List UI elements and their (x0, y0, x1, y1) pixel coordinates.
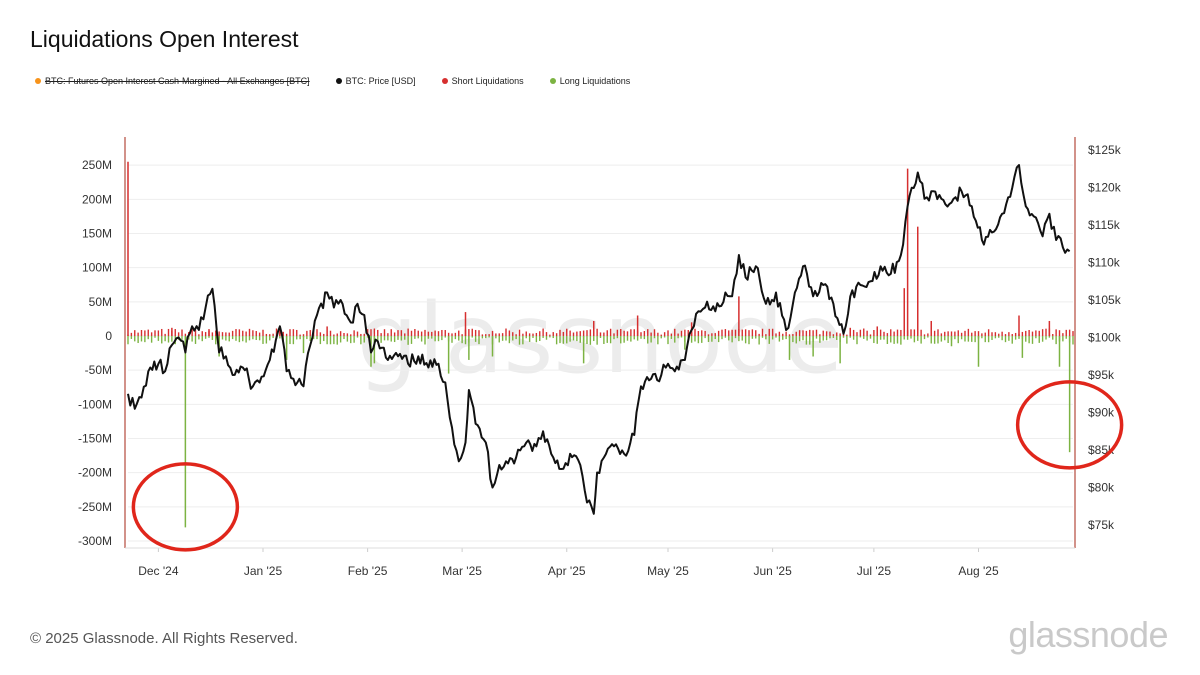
y-left-tick-label: -50M (85, 363, 112, 377)
y-right-tick-label: $105k (1088, 293, 1122, 307)
y-left-tick-label: 100M (82, 261, 112, 275)
x-tick-label: Aug '25 (958, 564, 999, 578)
liquidation-bars (127, 161, 1074, 528)
legend-label: Long Liquidations (559, 76, 631, 86)
y-right-tick-label: $100k (1088, 331, 1122, 345)
x-tick-label: Jan '25 (244, 564, 283, 578)
price-line (127, 164, 1071, 515)
y-left-tick-label: -300M (78, 534, 112, 548)
legend-item-short-liquidations[interactable]: Short Liquidations (441, 76, 524, 86)
page-title: Liquidations Open Interest (30, 26, 299, 52)
legend-label: BTC: Price [USD] (345, 76, 416, 86)
annotation-layer (131, 380, 1124, 552)
y-left-tick-label: 150M (82, 227, 112, 241)
watermark-text: glassnode (357, 283, 843, 395)
x-tick-label: Jun '25 (753, 564, 792, 578)
x-tick-label: Dec '24 (138, 564, 179, 578)
y-right-tick-label: $110k (1088, 256, 1121, 270)
y-right-tick-label: $120k (1088, 181, 1122, 195)
y-right-tick-label: $115k (1088, 218, 1121, 232)
y-left-tick-label: -150M (78, 432, 112, 446)
annotation-circle (131, 462, 240, 552)
price-line-layer (127, 164, 1071, 515)
x-tick-label: Apr '25 (548, 564, 586, 578)
y-right-tick-label: $80k (1088, 481, 1115, 495)
legend-label: Short Liquidations (451, 76, 524, 86)
y-left-tick-label: 0 (105, 329, 112, 343)
chart-axes: 250M 200M 150M 100M 50M 0 -50M -100M -150M -200M -… (78, 137, 1122, 578)
legend-dot-icon (549, 78, 556, 84)
annotation-circle (1015, 380, 1124, 470)
y-right-tick-label: $75k (1088, 518, 1115, 532)
y-left-tick-label: 200M (82, 192, 112, 206)
legend-item-price[interactable]: BTC: Price [USD] (335, 76, 416, 86)
copyright-footer: © 2025 Glassnode. All Rights Reserved. (30, 630, 298, 647)
y-left-tick-label: 250M (82, 158, 112, 172)
legend: BTC: Futures Open Interest Cash-Margined… (35, 76, 656, 86)
legend-item-long-liquidations[interactable]: Long Liquidations (549, 76, 631, 86)
brand-logo: glassnode (1008, 614, 1168, 655)
legend-dot-icon (441, 78, 448, 84)
y-left-tick-label: -200M (78, 466, 112, 480)
y-right-tick-label: $125k (1088, 143, 1122, 157)
x-tick-label: Mar '25 (442, 564, 482, 578)
y-right-tick-label: $90k (1088, 406, 1115, 420)
y-left-tick-label: -100M (78, 397, 112, 411)
legend-dot-icon (35, 78, 41, 84)
x-tick-label: May '25 (647, 564, 689, 578)
legend-item-open-interest[interactable]: BTC: Futures Open Interest Cash-Margined… (35, 76, 310, 86)
y-right-tick-label: $95k (1088, 368, 1115, 382)
x-tick-label: Jul '25 (857, 564, 892, 578)
legend-label: BTC: Futures Open Interest Cash-Margined… (45, 76, 310, 86)
legend-dot-icon (335, 78, 342, 84)
y-left-tick-label: -250M (78, 500, 112, 514)
x-tick-label: Feb '25 (348, 564, 388, 578)
y-left-tick-label: 50M (89, 295, 112, 309)
